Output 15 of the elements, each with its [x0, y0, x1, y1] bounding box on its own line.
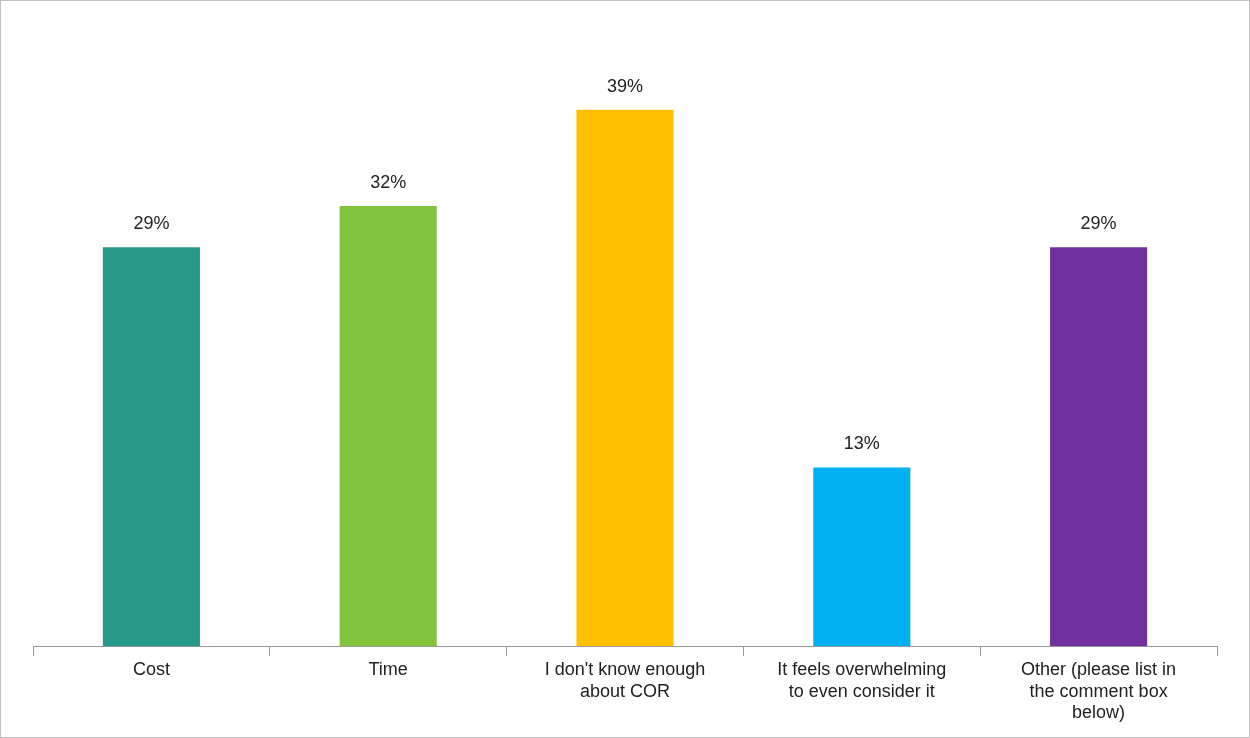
- bar: [1050, 247, 1148, 647]
- bar: [102, 247, 200, 647]
- bar: [339, 206, 437, 647]
- data-label: 39%: [606, 75, 644, 96]
- data-label: 32%: [370, 172, 407, 193]
- x-tick-label: Cost: [132, 658, 170, 679]
- x-tick-label: Time: [368, 658, 408, 679]
- data-label: 13%: [843, 433, 880, 454]
- data-label: 29%: [133, 213, 170, 234]
- data-label: 29%: [1080, 213, 1117, 234]
- bar: [576, 109, 674, 647]
- x-tick-label: I don't know enough about COR: [544, 658, 706, 701]
- x-tick-label: Other (please list in the comment box below): [1021, 658, 1177, 723]
- bar: [813, 467, 911, 647]
- x-tick-label: It feels overwhelming to even consider it: [777, 658, 947, 701]
